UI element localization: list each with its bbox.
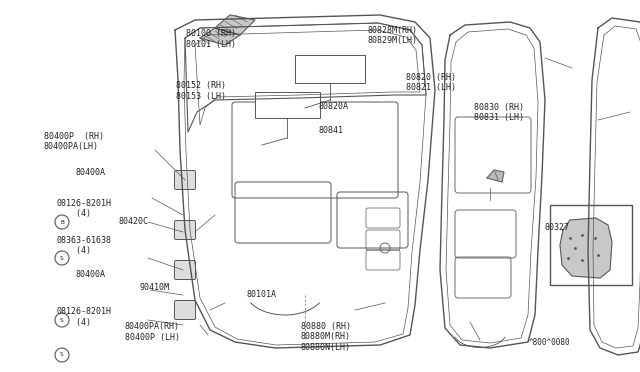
Text: 80880 (RH)
80880M(RH)
80880N(LH): 80880 (RH) 80880M(RH) 80880N(LH) (301, 322, 351, 352)
Text: 80400A: 80400A (76, 169, 106, 177)
Text: ^800^0080: ^800^0080 (528, 339, 570, 347)
Text: S: S (60, 353, 64, 357)
FancyBboxPatch shape (175, 301, 195, 320)
Polygon shape (560, 218, 612, 278)
Text: S: S (60, 256, 64, 260)
Text: 80400A: 80400A (76, 270, 106, 279)
Text: 08126-8201H
    (4): 08126-8201H (4) (56, 307, 111, 327)
Text: 08363-61638
    (4): 08363-61638 (4) (56, 236, 111, 255)
Text: 80400PA(RH)
80400P (LH): 80400PA(RH) 80400P (LH) (125, 322, 180, 341)
Bar (255, 92, 320, 118)
Text: 80400P  (RH)
80400PA(LH): 80400P (RH) 80400PA(LH) (44, 132, 104, 151)
Text: 90410M: 90410M (140, 283, 170, 292)
Text: 80420C: 80420C (118, 217, 148, 226)
FancyBboxPatch shape (175, 260, 195, 279)
Text: 80100 (RH)
80101 (LH): 80100 (RH) 80101 (LH) (186, 29, 236, 49)
Text: 80820A: 80820A (319, 102, 349, 110)
Text: S: S (60, 317, 64, 323)
Text: 80828M(RH)
80829M(LH): 80828M(RH) 80829M(LH) (368, 26, 418, 45)
Text: 08126-8201H
    (4): 08126-8201H (4) (56, 199, 111, 218)
Text: 80327: 80327 (544, 223, 570, 232)
Polygon shape (200, 28, 240, 45)
Text: 80841: 80841 (319, 126, 344, 135)
Polygon shape (487, 170, 504, 182)
Bar (550, 205, 632, 285)
Bar (295, 55, 365, 83)
FancyBboxPatch shape (175, 221, 195, 240)
FancyBboxPatch shape (175, 170, 195, 189)
Text: 80101A: 80101A (246, 290, 276, 299)
Text: B: B (60, 219, 64, 224)
Text: 80152 (RH)
80153 (LH): 80152 (RH) 80153 (LH) (176, 81, 226, 101)
Text: 80830 (RH)
80831 (LH): 80830 (RH) 80831 (LH) (474, 103, 524, 122)
Polygon shape (215, 15, 255, 35)
Text: 80820 (RH)
80821 (LH): 80820 (RH) 80821 (LH) (406, 73, 456, 92)
